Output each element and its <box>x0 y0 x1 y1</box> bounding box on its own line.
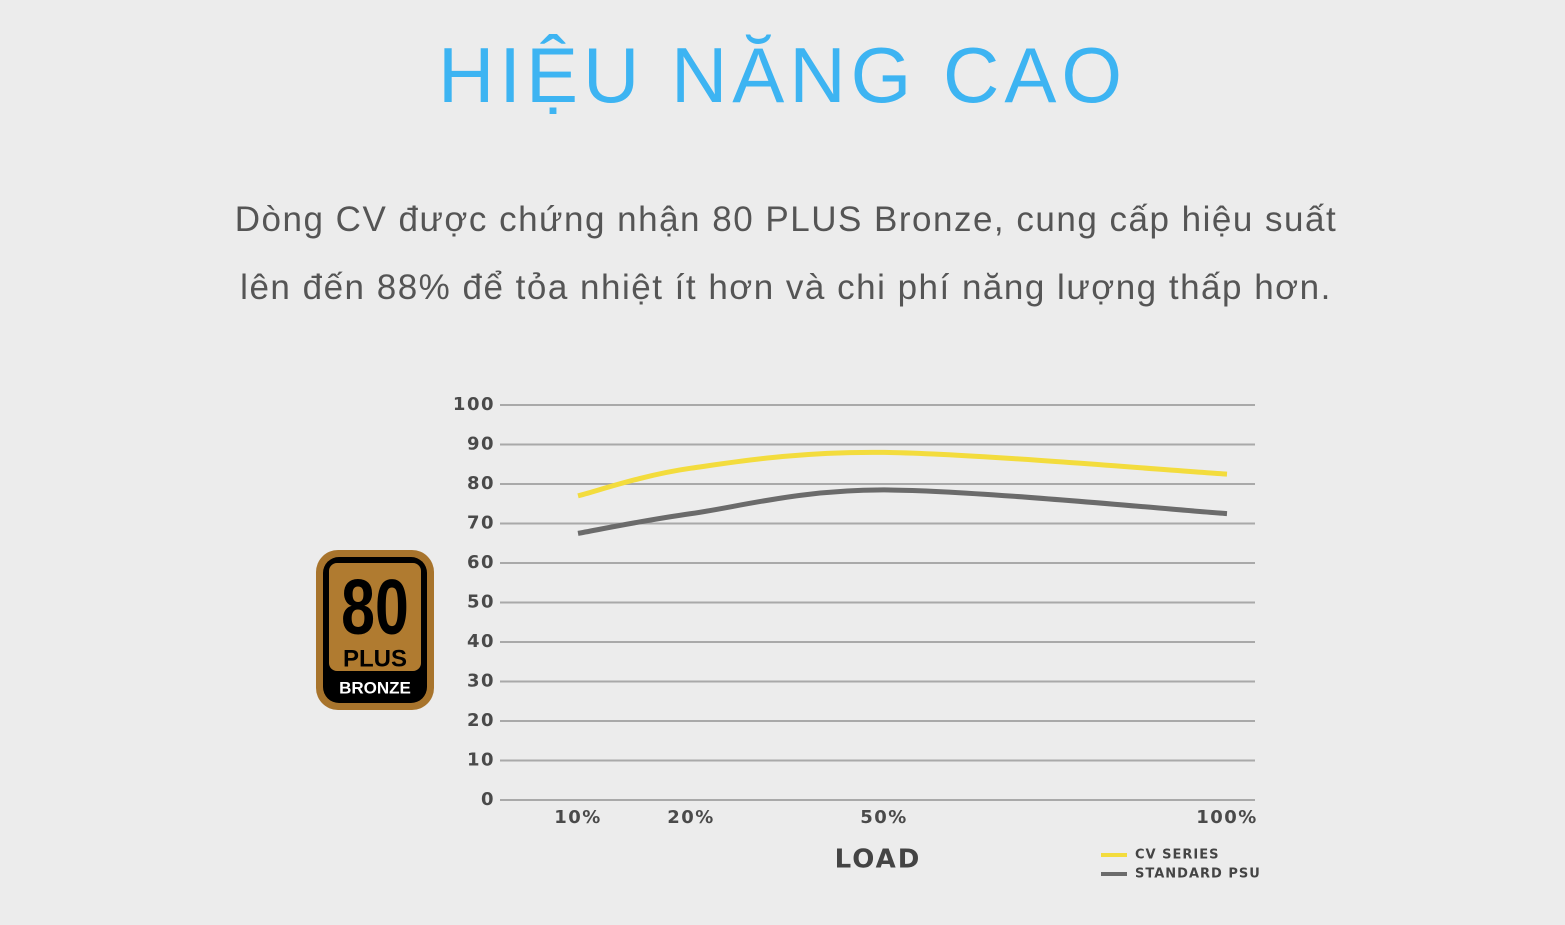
y-tick-label: 90 <box>467 434 495 455</box>
y-tick-label: 20 <box>467 710 495 731</box>
series-line <box>577 487 1228 536</box>
badge: 80 PLUS BRONZE <box>316 550 434 710</box>
x-axis-label: LOAD <box>835 845 922 875</box>
series-line <box>577 449 1228 499</box>
badge-panel <box>329 563 421 671</box>
page-title: HIỆU NĂNG CAO <box>437 31 1128 119</box>
x-tick-label: 100% <box>1196 807 1258 828</box>
y-tick-label: 70 <box>467 513 495 534</box>
y-tick-label: 50 <box>467 592 495 613</box>
y-tick-label: 0 <box>481 789 495 810</box>
y-tick-label: 100 <box>453 394 495 415</box>
x-tick-label: 20% <box>667 807 715 828</box>
y-tick-label: 30 <box>467 671 495 692</box>
x-tick-label: 10% <box>554 807 602 828</box>
y-tick-label: 40 <box>467 631 495 652</box>
legend-label: CV SERIES <box>1135 848 1219 863</box>
x-tick-label: 50% <box>860 807 908 828</box>
badge-plus: PLUS <box>343 645 407 672</box>
description-line: Dòng CV được chứng nhận 80 PLUS Bronze, … <box>234 200 1338 239</box>
badge-tier: BRONZE <box>339 678 411 697</box>
y-tick-label: 60 <box>467 552 495 573</box>
y-tick-label: 10 <box>467 750 495 771</box>
description-line: lên đến 88% để tỏa nhiệt ít hơn và chi p… <box>240 268 1332 307</box>
legend-label: STANDARD PSU <box>1135 867 1261 882</box>
badge-number: 80 <box>341 563 409 650</box>
y-tick-label: 80 <box>467 473 495 494</box>
